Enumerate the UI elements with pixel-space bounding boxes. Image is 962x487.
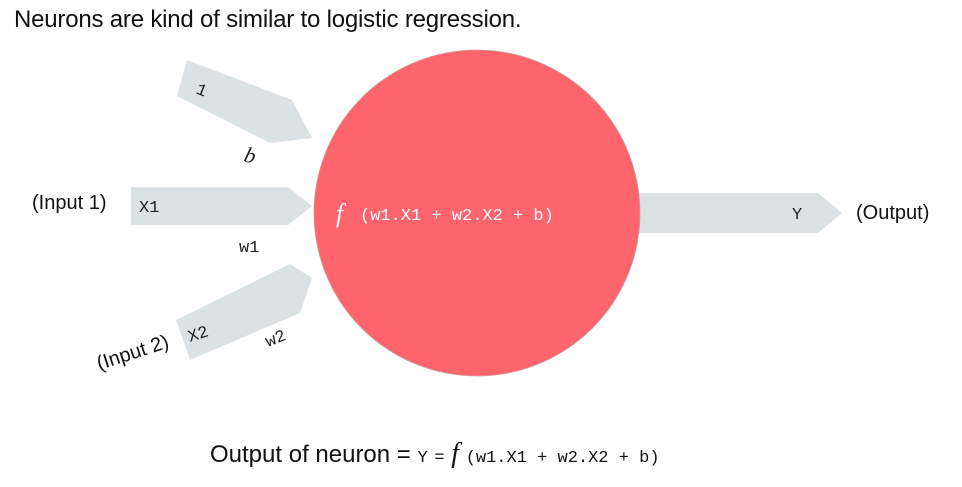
formula-lhs: Y [417, 449, 428, 468]
formula-equals: = [434, 449, 445, 468]
bias-arrow [177, 60, 312, 143]
formula-function-symbol: f [451, 438, 460, 469]
neuron-output-formula: Output of neuron = Y = f (w1.X1 + w2.X2 … [210, 438, 660, 470]
page-title: Neurons are kind of similar to logistic … [14, 6, 522, 33]
input2-weight: w2 [263, 327, 289, 352]
neuron-circle [313, 49, 641, 377]
input1-value: X1 [139, 199, 159, 218]
input2-arrow [176, 264, 312, 360]
bias-weight: b [242, 142, 259, 169]
input1-caption: (Input 1) [32, 192, 107, 214]
output-value: Y [792, 206, 802, 225]
input1-arrow [131, 187, 312, 225]
neuron-function-symbol: f [336, 199, 347, 228]
neuron-expression: (w1.X1 + w2.X2 + b) [360, 207, 554, 226]
input1-weight: w1 [239, 239, 259, 258]
formula-prefix: Output of neuron = [210, 441, 411, 468]
output-caption: (Output) [856, 202, 930, 224]
formula-expression: (w1.X1 + w2.X2 + b) [465, 449, 660, 468]
output-arrow [633, 193, 842, 233]
